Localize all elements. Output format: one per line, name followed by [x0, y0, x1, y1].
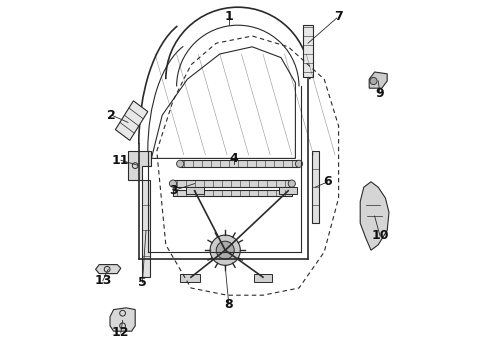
- Polygon shape: [180, 160, 299, 167]
- Polygon shape: [116, 101, 148, 140]
- Polygon shape: [360, 182, 389, 250]
- Polygon shape: [279, 187, 297, 194]
- Polygon shape: [143, 180, 149, 277]
- Text: 7: 7: [334, 10, 343, 23]
- Text: 3: 3: [169, 184, 177, 197]
- Polygon shape: [180, 274, 200, 282]
- Circle shape: [170, 180, 176, 187]
- Polygon shape: [110, 308, 135, 331]
- Text: 9: 9: [376, 87, 384, 100]
- Circle shape: [288, 180, 295, 187]
- Polygon shape: [173, 180, 292, 187]
- Circle shape: [210, 235, 240, 265]
- Polygon shape: [173, 190, 292, 196]
- Polygon shape: [369, 72, 387, 88]
- Text: 8: 8: [224, 298, 233, 311]
- Circle shape: [216, 241, 234, 259]
- Text: 11: 11: [112, 154, 129, 167]
- Text: 10: 10: [371, 229, 389, 242]
- Polygon shape: [128, 151, 151, 180]
- Polygon shape: [186, 187, 204, 194]
- Text: 1: 1: [224, 10, 233, 23]
- Text: 6: 6: [323, 175, 332, 188]
- Text: 4: 4: [230, 152, 239, 165]
- Text: 2: 2: [107, 109, 116, 122]
- Text: 5: 5: [138, 276, 147, 289]
- Circle shape: [295, 160, 303, 167]
- Polygon shape: [96, 265, 121, 274]
- Circle shape: [370, 77, 377, 85]
- Text: 13: 13: [94, 274, 112, 287]
- Polygon shape: [303, 25, 314, 77]
- Polygon shape: [254, 274, 272, 282]
- Polygon shape: [312, 151, 319, 223]
- Circle shape: [176, 160, 184, 167]
- Text: 12: 12: [112, 327, 129, 339]
